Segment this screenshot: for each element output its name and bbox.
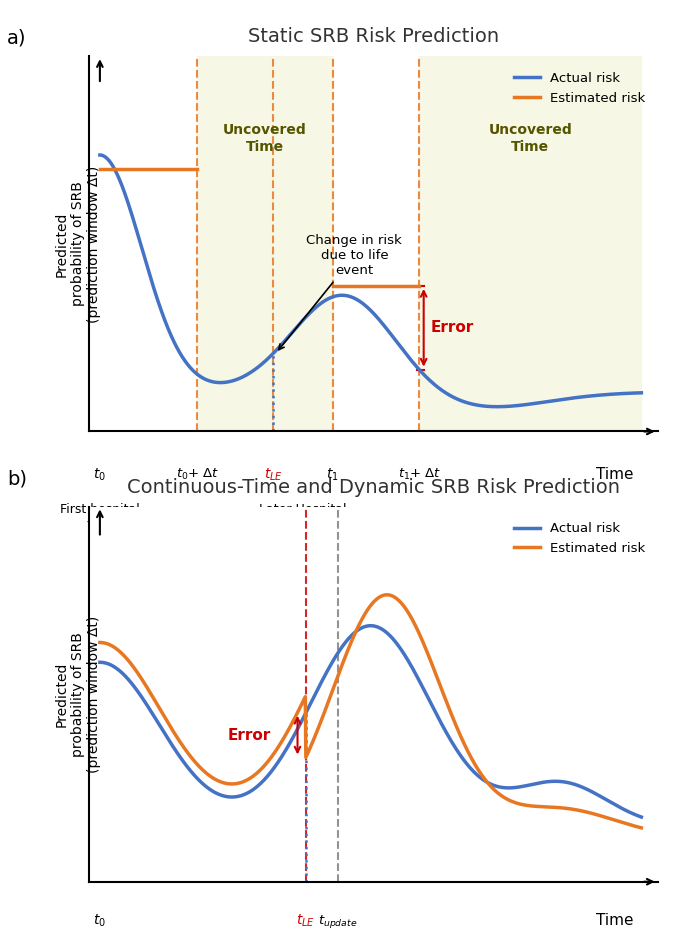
Text: $t_0$: $t_0$ <box>93 467 106 483</box>
Text: Time: Time <box>595 913 633 928</box>
Text: Error: Error <box>227 728 271 743</box>
Legend: Actual risk, Estimated risk: Actual risk, Estimated risk <box>508 67 651 110</box>
Text: Error: Error <box>430 320 473 335</box>
Text: Change in risk
due to life
event: Change in risk due to life event <box>279 234 402 350</box>
Text: $t_0$: $t_0$ <box>93 913 106 929</box>
Bar <box>419 56 641 431</box>
Text: $t_1$+ $\Delta t$: $t_1$+ $\Delta t$ <box>397 467 441 482</box>
Bar <box>197 56 333 431</box>
Text: $t_1$: $t_1$ <box>326 467 339 483</box>
Text: $t_0$+ $\Delta t$: $t_0$+ $\Delta t$ <box>175 467 219 482</box>
Text: $t_{LE}$: $t_{LE}$ <box>264 467 283 483</box>
Title: Static SRB Risk Prediction: Static SRB Risk Prediction <box>248 27 499 46</box>
Text: Later Hospital
visit: Later Hospital visit <box>259 503 347 531</box>
Text: First hospital
visit: First hospital visit <box>60 503 140 531</box>
Text: $t_{update}$: $t_{update}$ <box>319 913 358 930</box>
Legend: Actual risk, Estimated risk: Actual risk, Estimated risk <box>508 517 651 560</box>
Text: b): b) <box>7 469 27 488</box>
Y-axis label: Predicted
probability of SRB
(prediction window Δt): Predicted probability of SRB (prediction… <box>55 615 101 773</box>
Text: Time: Time <box>595 467 633 482</box>
Text: Uncovered
Time: Uncovered Time <box>488 124 572 154</box>
Y-axis label: Predicted
probability of SRB
(prediction window Δt): Predicted probability of SRB (prediction… <box>55 165 101 323</box>
Title: Continuous-Time and Dynamic SRB Risk Prediction: Continuous-Time and Dynamic SRB Risk Pre… <box>127 477 620 496</box>
Text: a): a) <box>7 28 26 47</box>
Text: $t_{LE}$: $t_{LE}$ <box>296 913 315 929</box>
Text: Uncovered
Time: Uncovered Time <box>223 124 307 154</box>
